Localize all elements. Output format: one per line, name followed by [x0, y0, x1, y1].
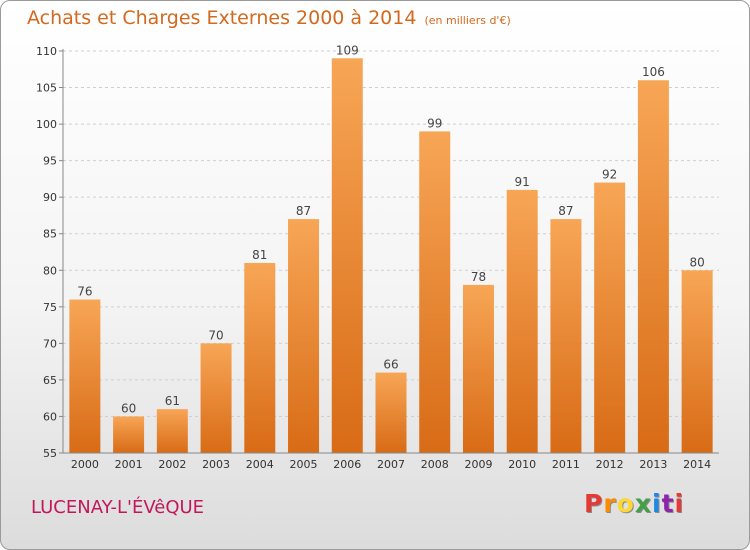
value-label-2011: 87 — [558, 204, 573, 218]
x-tick-label-2004: 2004 — [246, 458, 274, 471]
commune-name: LUCENAY-L'ÉVêQUE — [31, 497, 205, 518]
value-label-2009: 78 — [471, 270, 486, 284]
x-tick-label-2007: 2007 — [377, 458, 405, 471]
y-tick-label: 55 — [43, 447, 57, 460]
chart-title: Achats et Charges Externes 2000 à 2014 (e… — [27, 7, 511, 29]
bar-2007[interactable] — [375, 372, 407, 453]
y-tick-label: 65 — [43, 374, 57, 387]
logo-letter: P — [584, 489, 604, 518]
value-label-2008: 99 — [427, 116, 442, 130]
x-tick-label-2006: 2006 — [333, 458, 361, 471]
value-label-2004: 81 — [252, 248, 267, 262]
x-tick-label-2001: 2001 — [115, 458, 143, 471]
logo-letter: r — [603, 489, 617, 518]
y-tick-labels: 55 60 65 70 75 80 85 90 95 100 105 110 — [36, 45, 57, 460]
x-tick-label-2011: 2011 — [552, 458, 580, 471]
value-label-2006: 109 — [336, 43, 359, 57]
bar-2003[interactable] — [200, 343, 232, 453]
y-tick-label: 110 — [36, 45, 57, 58]
y-tick-label: 85 — [43, 228, 57, 241]
x-tick-label-2003: 2003 — [202, 458, 230, 471]
bar-2009[interactable] — [462, 284, 494, 453]
x-tick-label-2014: 2014 — [683, 458, 711, 471]
value-label-2005: 87 — [296, 204, 311, 218]
x-tick-label-2000: 2000 — [71, 458, 99, 471]
y-tick-label: 75 — [43, 301, 57, 314]
bar-2006[interactable] — [331, 58, 363, 454]
x-tick-label-2005: 2005 — [290, 458, 318, 471]
x-tick-label-2010: 2010 — [508, 458, 536, 471]
y-tick-label: 80 — [43, 264, 57, 277]
logo-letter: x — [634, 489, 652, 518]
logo-letter: t — [661, 489, 675, 518]
bar-2008[interactable] — [419, 131, 451, 453]
y-tick-label: 95 — [43, 155, 57, 168]
proxiti-logo[interactable]: Proxiti — [584, 489, 684, 518]
x-tick-label-2008: 2008 — [421, 458, 449, 471]
value-label-2012: 92 — [602, 168, 617, 182]
value-label-2007: 66 — [383, 358, 398, 372]
bar-2000[interactable] — [69, 299, 101, 453]
bar-2004[interactable] — [244, 262, 276, 453]
y-tick-label: 70 — [43, 337, 57, 350]
y-tick-label: 60 — [43, 410, 57, 423]
bar-2010[interactable] — [506, 189, 538, 453]
logo-letter: i — [674, 489, 685, 518]
value-label-2013: 106 — [642, 65, 665, 79]
logo-letter: i — [652, 489, 662, 518]
value-label-2001: 60 — [121, 401, 136, 415]
x-tick-labels: 2000 2001 2002 2003 2004 2005 2006 2007 2008 2009… — [71, 458, 711, 471]
bar-2002[interactable] — [156, 409, 188, 453]
y-tick-label: 90 — [43, 191, 57, 204]
bars — [69, 58, 713, 454]
value-label-2003: 70 — [208, 328, 223, 342]
bar-2001[interactable] — [113, 416, 145, 453]
value-label-2002: 61 — [165, 394, 180, 408]
bar-2011[interactable] — [550, 219, 582, 453]
chart-title-text: Achats et Charges Externes 2000 à 2014 — [27, 7, 417, 29]
x-tick-label-2002: 2002 — [158, 458, 186, 471]
x-tick-label-2013: 2013 — [639, 458, 667, 471]
y-tick-label: 100 — [36, 118, 57, 131]
value-label-2014: 80 — [689, 255, 704, 269]
bar-2014[interactable] — [681, 270, 713, 453]
y-tick-label: 105 — [36, 82, 57, 95]
value-labels: 76 60 61 70 81 87 109 66 99 78 91 87 92 106 80 — [77, 43, 705, 415]
value-label-2010: 91 — [515, 175, 530, 189]
chart-unit: (en milliers d'€) — [424, 14, 511, 27]
bar-2012[interactable] — [594, 182, 626, 453]
bar-2013[interactable] — [637, 80, 669, 454]
logo-letter: o — [616, 489, 635, 518]
x-tick-label-2009: 2009 — [464, 458, 492, 471]
value-label-2000: 76 — [77, 285, 92, 299]
bar-2005[interactable] — [288, 219, 320, 453]
x-tick-label-2012: 2012 — [596, 458, 624, 471]
